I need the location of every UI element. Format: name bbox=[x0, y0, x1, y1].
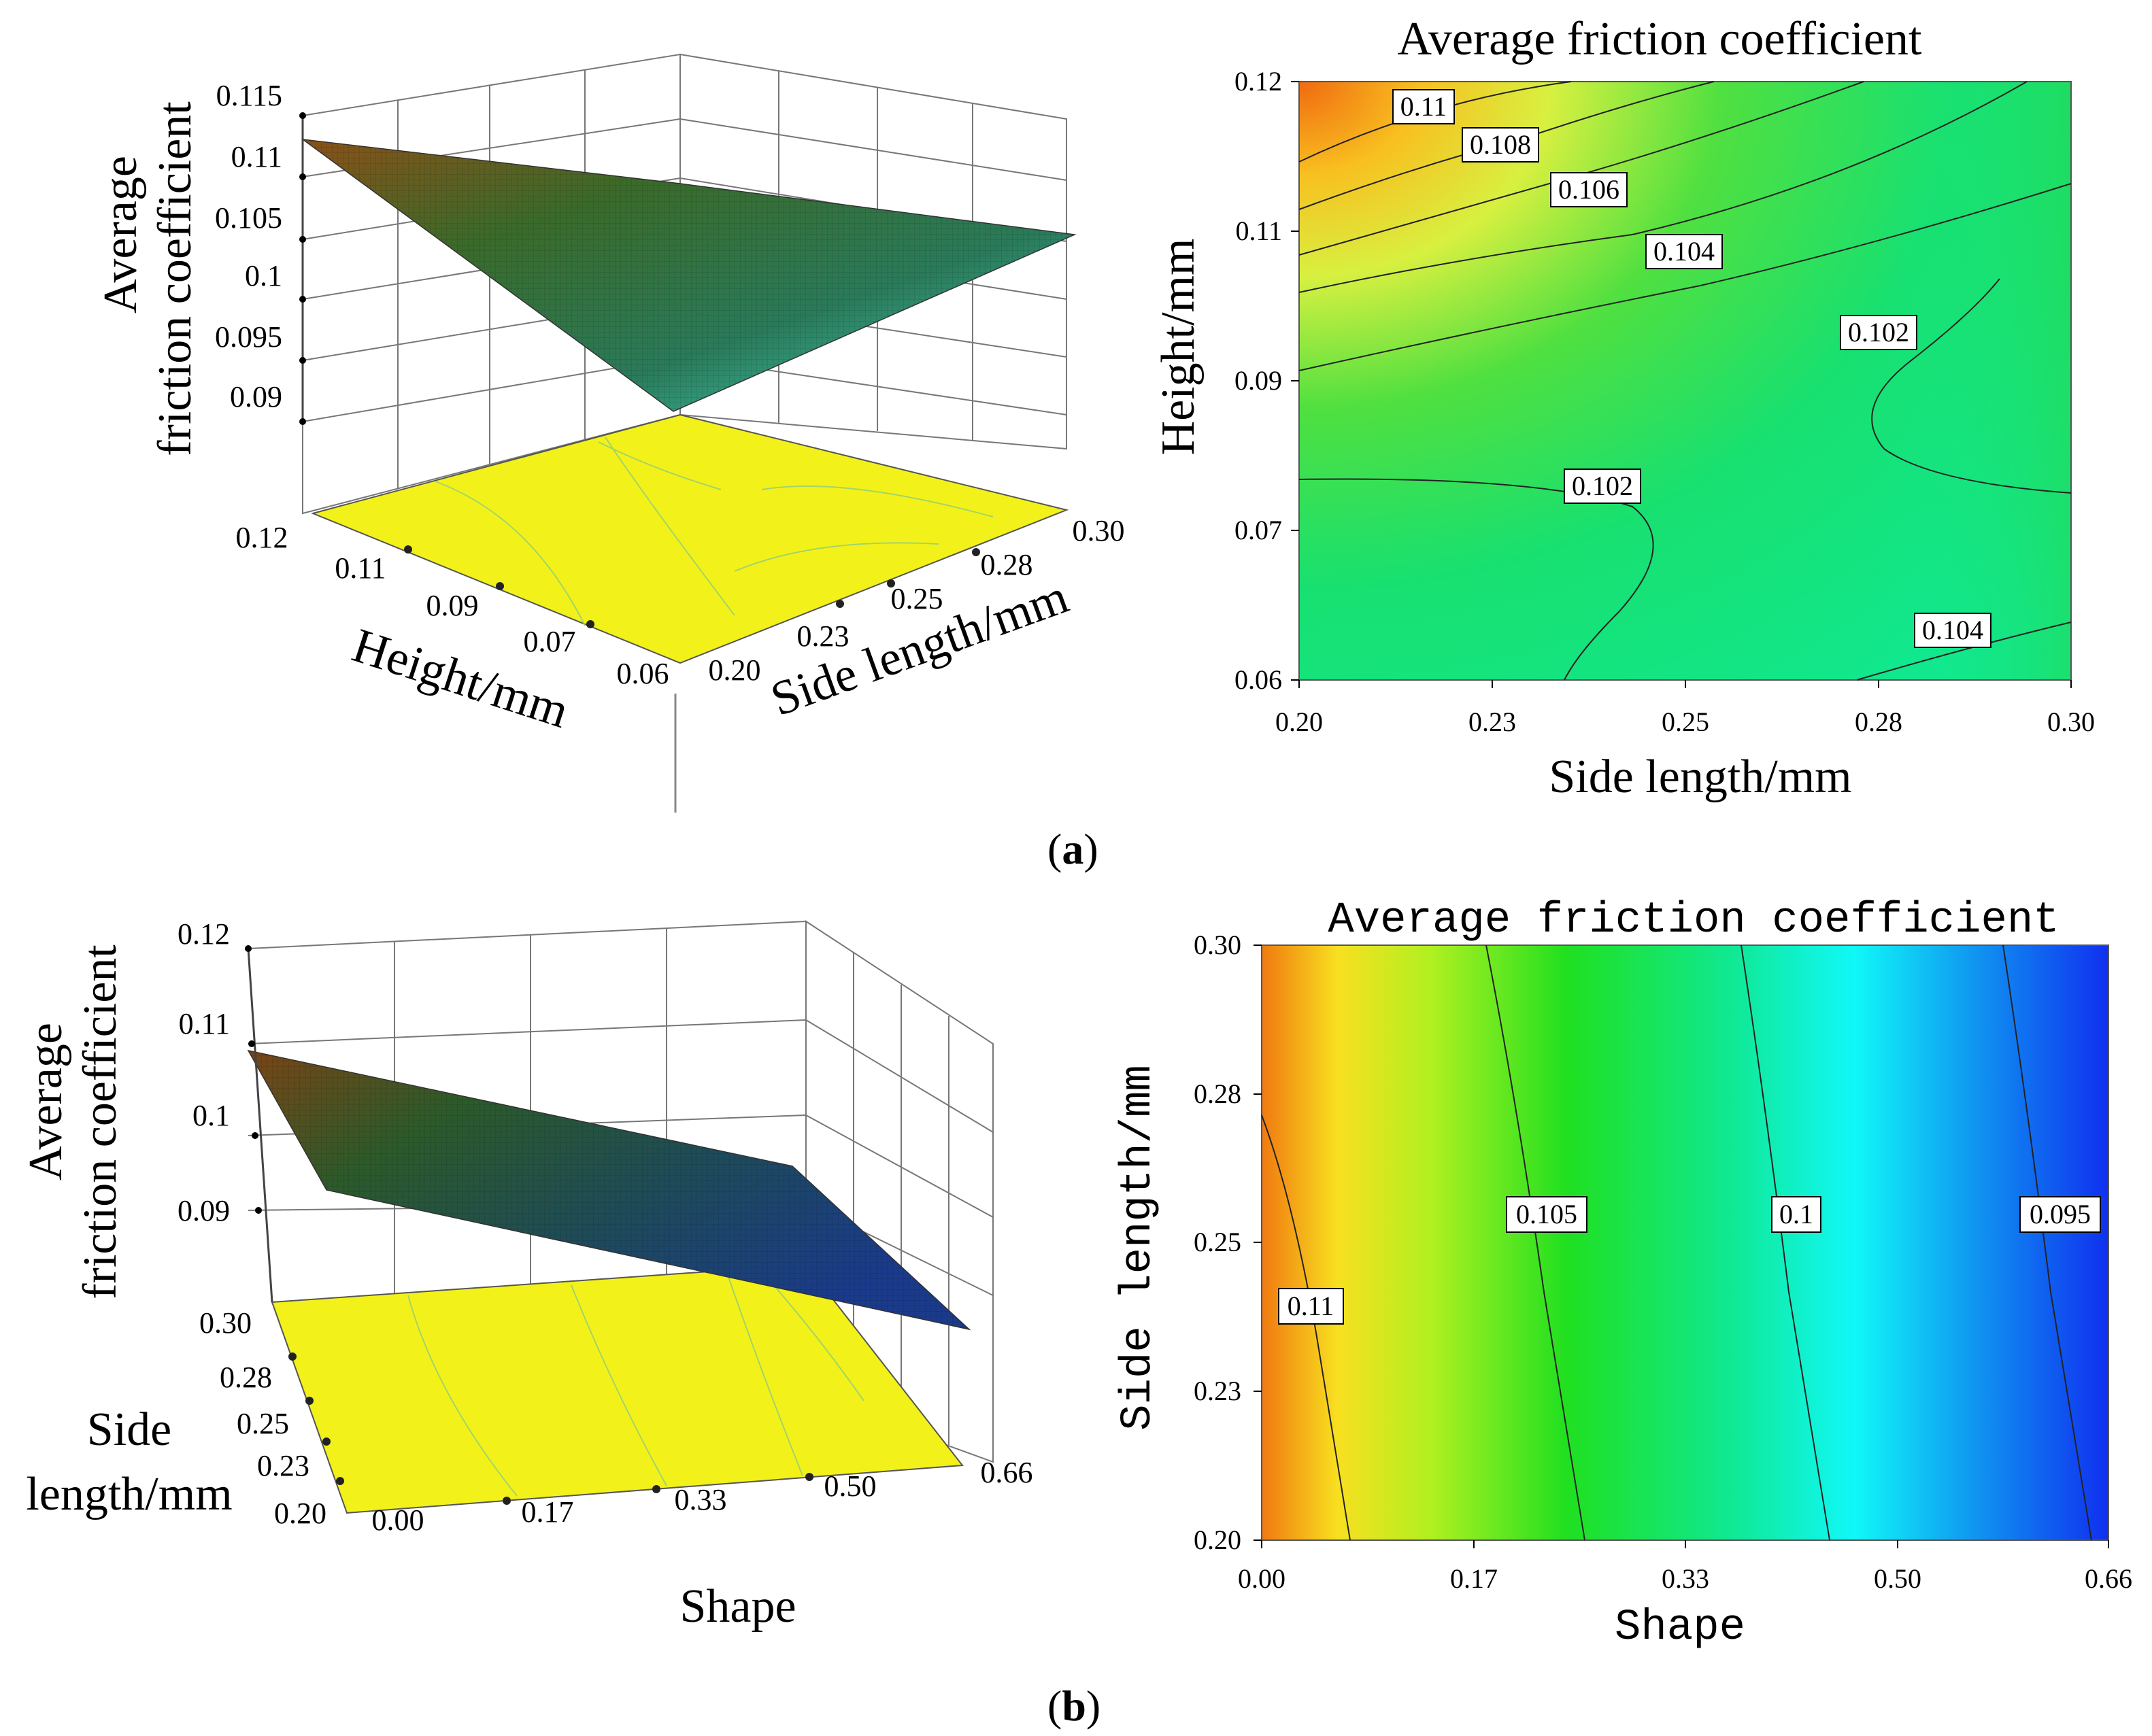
a-clabel-1: 0.108 bbox=[1470, 129, 1531, 160]
a-x-tick-2: 0.09 bbox=[426, 589, 479, 622]
b-y-label: Shape bbox=[679, 1580, 796, 1633]
b-clabel-1: 0.105 bbox=[1516, 1199, 1577, 1229]
a-c-y-tick-1: 0.07 bbox=[1234, 515, 1282, 545]
a-x-tick-3: 0.07 bbox=[524, 625, 576, 658]
b-y-tick-1: 0.17 bbox=[522, 1495, 574, 1529]
b-c-y-tick-2: 0.25 bbox=[1194, 1227, 1241, 1257]
a-contour-title: Average friction coefficient bbox=[1398, 13, 1922, 65]
b-x-tick-1: 0.28 bbox=[220, 1361, 272, 1394]
b-x-tick-0: 0.30 bbox=[199, 1306, 252, 1340]
a-x-tick-1: 0.11 bbox=[335, 551, 386, 585]
b-z-tick-1: 0.1 bbox=[192, 1099, 230, 1132]
b-x-label-line1: Side bbox=[87, 1403, 171, 1456]
b-c-x-tick-1: 0.17 bbox=[1450, 1563, 1498, 1594]
a-clabel-5: 0.102 bbox=[1572, 471, 1633, 501]
b-contour-labels: 0.11 0.105 0.1 0.095 bbox=[1278, 1196, 2101, 1325]
chart-b-contour: Average friction coefficient 0.11 0.105 … bbox=[1114, 896, 2132, 1652]
b-c-x-tick-4: 0.66 bbox=[2085, 1563, 2132, 1594]
b-contour-title: Average friction coefficient bbox=[1328, 896, 2059, 945]
b-c-y-label: Side length/mm bbox=[1114, 1065, 1163, 1431]
b-c-y-tick-3: 0.28 bbox=[1194, 1078, 1241, 1109]
a-c-x-tick-1: 0.23 bbox=[1468, 707, 1516, 737]
chart-a-contour: Average friction coefficient 0.11 0.108 … bbox=[1152, 13, 2095, 803]
b-c-y-tick-4: 0.30 bbox=[1194, 930, 1241, 960]
b-c-y-tick-1: 0.23 bbox=[1194, 1376, 1241, 1406]
a-c-x-tick-4: 0.30 bbox=[2047, 707, 2095, 737]
b-z-tick-3: 0.12 bbox=[178, 917, 230, 951]
b-x-tick-3: 0.23 bbox=[257, 1449, 309, 1482]
b-c-x-tick-2: 0.33 bbox=[1662, 1563, 1709, 1594]
a-clabel-3: 0.104 bbox=[1653, 236, 1715, 267]
a-c-x-tick-2: 0.25 bbox=[1662, 707, 1709, 737]
a-clabel-6: 0.104 bbox=[1922, 615, 1983, 645]
a-y-tick-2: 0.25 bbox=[891, 582, 943, 615]
chart-a-surface: 0.09 0.095 0.1 0.105 0.11 0.115 Average … bbox=[95, 53, 1125, 813]
chart-b-surface: 0.09 0.1 0.11 0.12 Average friction coef… bbox=[20, 917, 1033, 1633]
a-surface-floor bbox=[310, 413, 1069, 664]
b-z-label-line1: Average bbox=[20, 1023, 72, 1180]
a-c-x-tick-0: 0.20 bbox=[1275, 707, 1323, 737]
a-z-label-line2: friction coefficient bbox=[149, 101, 201, 456]
b-clabel-2: 0.1 bbox=[1779, 1199, 1813, 1229]
a-floor-contours bbox=[435, 437, 994, 626]
b-c-x-label: Shape bbox=[1615, 1603, 1745, 1652]
b-clabel-0: 0.11 bbox=[1288, 1291, 1334, 1321]
b-contour-field bbox=[1262, 945, 2108, 1540]
b-z-tick-0: 0.09 bbox=[178, 1194, 230, 1227]
a-z-tick-4: 0.11 bbox=[231, 140, 282, 173]
b-x-label-line2: length/mm bbox=[26, 1468, 232, 1520]
a-clabel-0: 0.11 bbox=[1400, 91, 1447, 122]
a-clabel-4: 0.102 bbox=[1848, 317, 1909, 347]
a-z-tick-0: 0.09 bbox=[230, 380, 282, 413]
a-c-y-label: Height/mm bbox=[1152, 239, 1205, 456]
a-c-x-tick-3: 0.28 bbox=[1855, 707, 1902, 737]
a-clabel-2: 0.106 bbox=[1558, 174, 1619, 205]
b-x-tick-2: 0.25 bbox=[237, 1407, 289, 1440]
a-x-tick-4: 0.06 bbox=[617, 657, 669, 690]
a-c-x-label: Side length/mm bbox=[1549, 751, 1851, 803]
b-c-x-tick-0: 0.00 bbox=[1238, 1563, 1285, 1594]
b-y-tick-2: 0.33 bbox=[675, 1483, 727, 1516]
a-y-tick-0: 0.20 bbox=[709, 653, 761, 687]
a-z-label-line1: Average bbox=[95, 156, 147, 313]
a-x-tick-0: 0.12 bbox=[236, 521, 288, 554]
b-floor-contours bbox=[407, 1271, 864, 1497]
a-y-tick-1: 0.23 bbox=[797, 619, 850, 653]
a-c-y-tick-0: 0.06 bbox=[1234, 664, 1282, 695]
b-c-y-tick-0: 0.20 bbox=[1194, 1525, 1241, 1555]
b-y-tick-0: 0.00 bbox=[372, 1503, 424, 1537]
panel-b-label: (b) bbox=[1047, 1682, 1100, 1730]
b-clabel-3: 0.095 bbox=[2030, 1199, 2091, 1229]
b-contour-lines bbox=[1261, 944, 2092, 1541]
b-z-tick-2: 0.11 bbox=[179, 1007, 230, 1040]
b-y-tick-3: 0.50 bbox=[824, 1469, 877, 1503]
b-c-x-tick-3: 0.50 bbox=[1874, 1563, 1921, 1594]
a-c-y-tick-2: 0.09 bbox=[1234, 365, 1282, 396]
a-contour-labels: 0.11 0.108 0.106 0.104 0.102 0.102 0.104 bbox=[1392, 89, 1991, 648]
b-surface-z-axis bbox=[247, 948, 273, 1303]
a-c-y-tick-4: 0.12 bbox=[1234, 66, 1282, 97]
a-z-tick-3: 0.105 bbox=[215, 201, 282, 235]
a-y-tick-4: 0.30 bbox=[1073, 514, 1125, 547]
b-x-tick-4: 0.20 bbox=[274, 1497, 326, 1530]
a-z-tick-5: 0.115 bbox=[216, 79, 282, 112]
panel-a-label: (a) bbox=[1047, 825, 1098, 873]
a-z-tick-2: 0.1 bbox=[245, 259, 282, 292]
b-y-tick-4: 0.66 bbox=[981, 1456, 1033, 1489]
b-z-label-line2: friction coefficient bbox=[74, 944, 127, 1299]
a-c-y-tick-3: 0.11 bbox=[1235, 216, 1282, 246]
a-y-tick-3: 0.28 bbox=[981, 548, 1033, 581]
a-z-tick-1: 0.095 bbox=[215, 320, 282, 354]
